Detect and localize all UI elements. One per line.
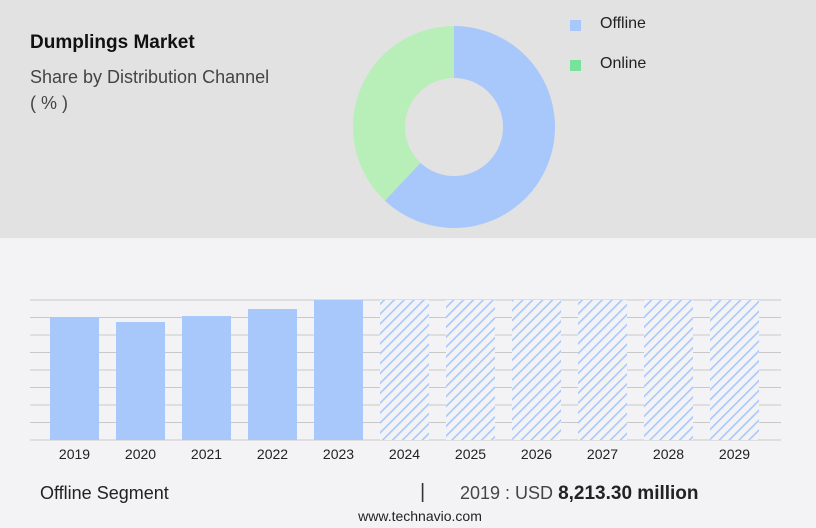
value-text: 8,213.30 million	[558, 483, 699, 504]
bar-forecast-2029	[710, 300, 759, 440]
x-tick-label: 2021	[191, 446, 222, 462]
segment-value: 2019 : USD 8,213.30 million	[460, 483, 699, 505]
separator: |	[420, 481, 426, 503]
bar-2021	[182, 316, 231, 440]
year-prefix: 2019 : USD	[460, 483, 559, 503]
chart-subtitle: Share by Distribution Channel ( % )	[30, 64, 269, 116]
legend-label: Online	[600, 55, 647, 72]
chart-title: Dumplings Market	[30, 32, 195, 53]
bar-2023	[314, 300, 363, 440]
legend-swatch-online	[570, 60, 581, 71]
bar-2020	[116, 322, 165, 440]
x-tick-label: 2028	[653, 446, 684, 462]
legend-label: Offline	[600, 15, 646, 32]
bar-forecast-2024	[380, 300, 429, 440]
bar-2019	[50, 317, 99, 440]
x-tick-label: 2020	[125, 446, 156, 462]
x-tick-label: 2027	[587, 446, 618, 462]
donut-slice-online	[353, 25, 454, 201]
bar-2022	[248, 308, 297, 440]
source-url: www.technavio.com	[358, 508, 482, 524]
x-tick-label: 2023	[323, 446, 354, 462]
bar-forecast-2027	[578, 300, 627, 440]
x-tick-label: 2022	[257, 446, 288, 462]
segment-label: Offline Segment	[40, 483, 169, 503]
bar-forecast-2025	[446, 300, 495, 440]
x-tick-label: 2025	[455, 446, 486, 462]
x-tick-label: 2029	[719, 446, 750, 462]
x-tick-label: 2019	[59, 446, 90, 462]
unit-text: ( % )	[30, 93, 68, 113]
bar-forecast-2026	[512, 300, 561, 440]
x-tick-label: 2024	[389, 446, 420, 462]
legend-swatch-offline	[570, 20, 581, 31]
donut-slice-offline	[384, 26, 555, 228]
x-tick-label: 2026	[521, 446, 552, 462]
bar-forecast-2028	[644, 300, 693, 440]
subtitle-text: Share by Distribution Channel	[30, 67, 270, 87]
